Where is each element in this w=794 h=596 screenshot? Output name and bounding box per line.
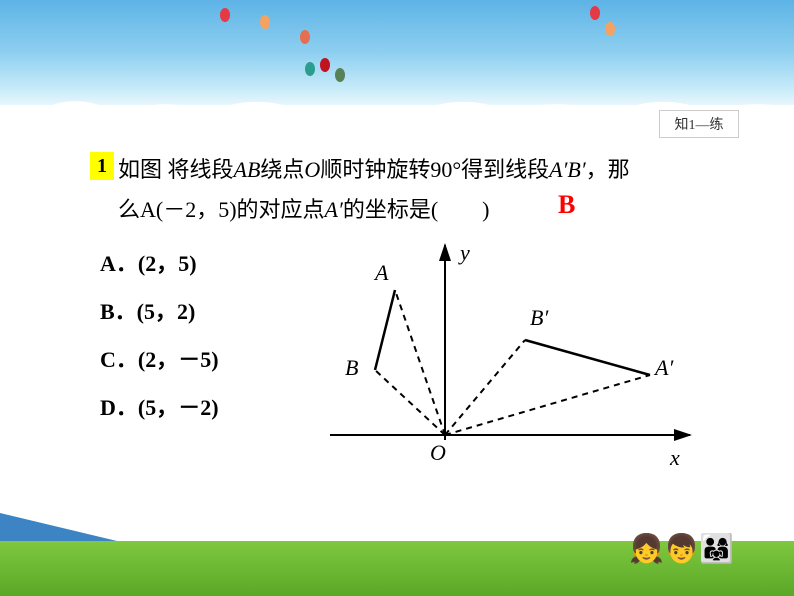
balloon-icon: [305, 62, 315, 76]
svg-text:A′: A′: [653, 355, 674, 380]
answer-letter: B: [558, 190, 575, 220]
svg-text:y: y: [458, 240, 470, 265]
q-line1-end: ，那: [586, 157, 630, 182]
q-line2-pre: 么A(－2，5)的对应点: [118, 197, 325, 222]
q-line1-mid2: 顺时钟旋转90°得到线段: [320, 157, 549, 182]
q-line2-end: 的坐标是( ): [343, 197, 490, 222]
q-seg-ab2: A′B′: [549, 157, 586, 182]
coordinate-graph: Ox y A B B′ A′: [330, 235, 710, 485]
kids-emoji: 👧👦👨‍👩‍👧: [629, 534, 734, 565]
q-line1-mid: 绕点: [260, 157, 304, 182]
svg-text:B′: B′: [530, 305, 549, 330]
options-list: A．(2，5) B．(5，2) C．(2，－5) D．(5，－2): [100, 240, 219, 432]
section-tag-label: 知1—练: [675, 114, 724, 134]
question-number-box: 1: [90, 152, 114, 180]
question-text: 如图 将线段AB绕点O顺时钟旋转90°得到线段A′B′，那 么A(－2，5)的对…: [118, 150, 718, 230]
q-seg-a2: A′: [325, 197, 343, 222]
svg-text:x: x: [669, 445, 680, 470]
balloon-icon: [320, 58, 330, 72]
option-a: A．(2，5): [100, 240, 219, 288]
svg-text:A: A: [373, 260, 389, 285]
q-seg-ab: AB: [234, 157, 261, 182]
q-line1-pre: 如图 将线段: [118, 157, 234, 182]
option-b: B．(5，2): [100, 288, 219, 336]
kids-illustration: 👧👦👨‍👩‍👧: [629, 532, 734, 566]
balloon-icon: [605, 22, 615, 36]
balloon-icon: [220, 8, 230, 22]
option-c: C．(2，－5): [100, 336, 219, 384]
svg-text:B: B: [345, 355, 358, 380]
balloon-icon: [260, 15, 270, 29]
q-seg-o: O: [304, 157, 320, 182]
svg-text:O: O: [430, 440, 446, 465]
section-tag: 知1—练: [659, 110, 739, 138]
balloon-icon: [300, 30, 310, 44]
question-number: 1: [97, 155, 107, 178]
balloon-icon: [590, 6, 600, 20]
balloon-icon: [335, 68, 345, 82]
option-d: D．(5，－2): [100, 384, 219, 432]
